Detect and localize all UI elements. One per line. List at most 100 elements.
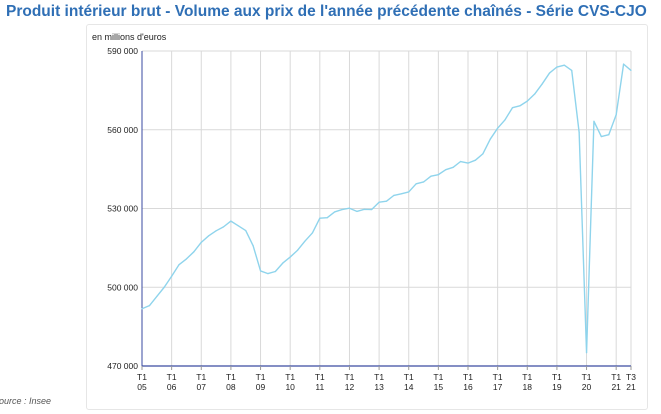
data-point — [385, 200, 388, 202]
data-point — [437, 174, 439, 176]
data-point — [282, 262, 284, 264]
data-point — [304, 240, 306, 242]
x-tick-label: T1 — [137, 372, 147, 382]
data-point — [171, 275, 173, 277]
data-point — [259, 270, 262, 272]
x-tick-label: T1 — [374, 372, 384, 382]
x-tick-label: 13 — [374, 382, 384, 392]
data-point — [608, 134, 610, 136]
data-point — [363, 208, 365, 210]
chart-panel: en millions d'euros 470 000 500 000 530 00… — [86, 24, 648, 410]
data-point — [341, 208, 343, 211]
series-group — [141, 63, 632, 354]
x-tick-label: T1 — [611, 372, 621, 382]
data-point — [497, 127, 499, 129]
x-tick-label: T1 — [315, 372, 325, 382]
data-point — [615, 114, 617, 116]
data-point — [422, 181, 425, 183]
x-tick-label: 05 — [137, 382, 147, 392]
x-tick-label: T3 — [626, 372, 636, 382]
data-point — [563, 64, 565, 66]
x-tick-label: 07 — [197, 382, 207, 392]
data-point — [548, 72, 551, 74]
data-point — [504, 119, 506, 121]
data-point — [334, 211, 336, 213]
data-point — [141, 308, 143, 310]
x-tick-label: T1 — [463, 372, 473, 382]
data-point — [459, 160, 462, 163]
data-point — [215, 230, 217, 232]
data-point — [252, 245, 254, 247]
data-point — [371, 208, 373, 211]
y-tick-label: 500 000 — [107, 282, 138, 292]
data-point — [408, 191, 410, 193]
x-tick-label: T1 — [522, 372, 532, 382]
x-tick-label: 09 — [256, 382, 266, 392]
data-point — [445, 169, 447, 171]
x-tick-label: T1 — [582, 372, 592, 382]
data-point — [585, 352, 588, 354]
x-tick-label: 06 — [167, 382, 177, 392]
data-point — [489, 138, 491, 140]
data-point — [400, 193, 402, 195]
data-point — [467, 162, 469, 164]
data-point — [430, 175, 432, 177]
data-point — [311, 232, 314, 234]
x-tick-label: 19 — [552, 382, 562, 392]
x-axis-ticks: T105T106T107T108T109T110T111T112T113T114… — [137, 366, 636, 392]
x-tick-label: T1 — [433, 372, 443, 382]
data-point — [200, 241, 202, 243]
y-axis-ticks: 470 000 500 000 530 000 560 000 590 000 — [107, 46, 138, 371]
data-point — [600, 135, 602, 138]
x-tick-label: 08 — [226, 382, 236, 392]
x-tick-label: 20 — [582, 382, 592, 392]
data-point — [482, 153, 484, 155]
y-tick-label: 470 000 — [107, 361, 138, 371]
source-note: ource : Insee — [0, 396, 52, 406]
data-point — [526, 100, 528, 102]
data-point — [319, 217, 321, 219]
x-tick-label: T1 — [344, 372, 354, 382]
data-point — [326, 217, 328, 219]
y-axis-unit-label: en millions d'euros — [92, 32, 167, 42]
data-point — [148, 305, 151, 307]
data-point — [208, 235, 210, 237]
data-point — [237, 225, 239, 227]
x-tick-label: 17 — [493, 382, 503, 392]
data-point — [178, 264, 180, 266]
data-point — [296, 249, 299, 251]
data-point — [622, 63, 625, 65]
data-point — [630, 69, 632, 72]
x-tick-label: T1 — [552, 372, 562, 382]
x-tick-label: T1 — [196, 372, 206, 382]
x-tick-label: T1 — [226, 372, 236, 382]
y-tick-label: 560 000 — [107, 125, 138, 135]
data-point — [393, 194, 395, 196]
x-tick-label: 14 — [404, 382, 414, 392]
x-tick-label: T1 — [493, 372, 503, 382]
data-point — [163, 286, 165, 288]
x-tick-label: 15 — [434, 382, 444, 392]
data-point — [415, 183, 417, 185]
data-point — [519, 105, 521, 107]
gridlines — [141, 50, 632, 367]
x-tick-label: 11 — [315, 382, 324, 392]
x-tick-label: T1 — [256, 372, 266, 382]
x-tick-label: 12 — [345, 382, 355, 392]
data-point — [156, 295, 158, 298]
data-point — [356, 210, 358, 212]
data-point — [348, 207, 351, 209]
x-tick-label: 10 — [285, 382, 295, 392]
data-point — [452, 166, 454, 168]
x-tick-label: T1 — [167, 372, 177, 382]
x-tick-label: 18 — [523, 382, 533, 392]
data-point — [289, 256, 291, 258]
data-point — [593, 120, 595, 122]
x-tick-label: T1 — [404, 372, 414, 382]
data-point — [541, 83, 543, 85]
data-point — [571, 69, 573, 72]
x-tick-label: T1 — [285, 372, 295, 382]
data-point — [230, 220, 232, 222]
data-point — [222, 226, 225, 228]
data-point — [267, 273, 269, 275]
